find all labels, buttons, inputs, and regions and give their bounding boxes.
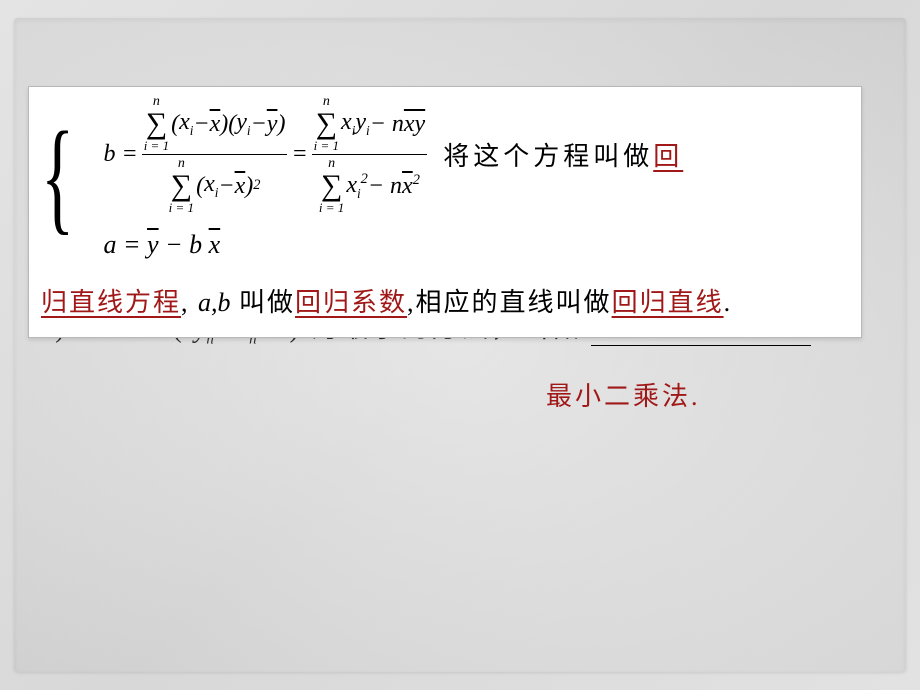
sdi2: i = 1	[319, 201, 344, 214]
l2-c1: ,	[181, 288, 190, 317]
regression-formula-block: { b = n ∑ i = 1 ( xi − x	[41, 93, 849, 260]
eq-b-lhs: b =	[103, 141, 137, 168]
l2-m3: ,相应的直线叫做	[407, 288, 612, 317]
equation-a: a = y − b x	[103, 230, 683, 260]
least-squares-answer: 最小二乘法.	[546, 376, 701, 413]
l2-a: a	[198, 288, 211, 317]
rdxis: i	[357, 185, 361, 200]
srs: ∑	[316, 109, 337, 139]
lp2: (	[196, 174, 204, 198]
rdxi: x	[346, 172, 357, 198]
trail-cn1: 将这个方程叫做	[443, 142, 653, 171]
sigma-num-right: n ∑ i = 1	[314, 95, 339, 152]
sigma-i1: i = 1	[144, 139, 169, 152]
l2-m2: 叫做	[239, 288, 295, 317]
dm: −	[218, 174, 234, 198]
m1: −	[193, 112, 209, 136]
lp1: (	[171, 112, 179, 136]
mid1: )(	[220, 112, 236, 136]
sigma-den-right: n ∑ i = 1	[319, 157, 344, 214]
sri: i = 1	[314, 139, 339, 152]
rdm: − n	[368, 174, 402, 198]
l2-red3: 回归直线	[612, 288, 724, 317]
frac-left: n ∑ i = 1 ( xi − x )( yi − y )	[142, 93, 288, 216]
frac-right: n ∑ i = 1 xi yi − n xy n ∑	[312, 93, 428, 216]
rp2: )	[245, 174, 253, 198]
sq: 2	[253, 178, 260, 192]
rdxb: x	[402, 173, 413, 199]
trailing-chinese: 将这个方程叫做回	[443, 136, 683, 173]
xbar: x	[210, 112, 221, 136]
rxi: x	[341, 109, 352, 135]
ryi: y	[355, 109, 366, 135]
equation-b: b = n ∑ i = 1 ( xi − x )( yi	[103, 93, 683, 216]
sigma-den-left: n ∑ i = 1	[169, 157, 194, 214]
a-ybar: y	[147, 230, 159, 259]
l2-p: .	[724, 288, 733, 317]
eq-middle: =	[291, 141, 307, 168]
l2-red1: 归直线方程	[41, 288, 181, 317]
a-mid: − b	[159, 230, 209, 259]
l2-red2: 回归系数	[295, 288, 407, 317]
trail-red1: 回	[653, 142, 683, 171]
sigma-num-left: n ∑ i = 1	[144, 95, 169, 152]
formula-overlay-box: { b = n ∑ i = 1 ( xi − x	[28, 86, 862, 338]
rnm: − n	[370, 112, 404, 136]
rp1: )	[277, 112, 285, 136]
m2: −	[251, 112, 267, 136]
sds2: ∑	[321, 171, 342, 201]
dxi: x	[204, 171, 215, 197]
left-brace: {	[41, 114, 74, 240]
l2-b: b	[218, 288, 231, 317]
rdxbsup: 2	[413, 172, 420, 188]
sds: ∑	[171, 171, 192, 201]
a-lhs: a =	[103, 230, 147, 259]
dxb: x	[235, 174, 246, 198]
xybar: xy	[404, 112, 425, 136]
xi: x	[179, 109, 190, 135]
sdi: i = 1	[169, 201, 194, 214]
definition-line: 归直线方程, a,b 叫做回归系数,相应的直线叫做回归直线.	[41, 282, 849, 319]
rdxisup: 2	[361, 171, 368, 187]
ybar: y	[267, 112, 278, 136]
a-xbar: x	[209, 230, 221, 259]
yi: y	[236, 109, 247, 135]
sigma-sym: ∑	[146, 109, 167, 139]
